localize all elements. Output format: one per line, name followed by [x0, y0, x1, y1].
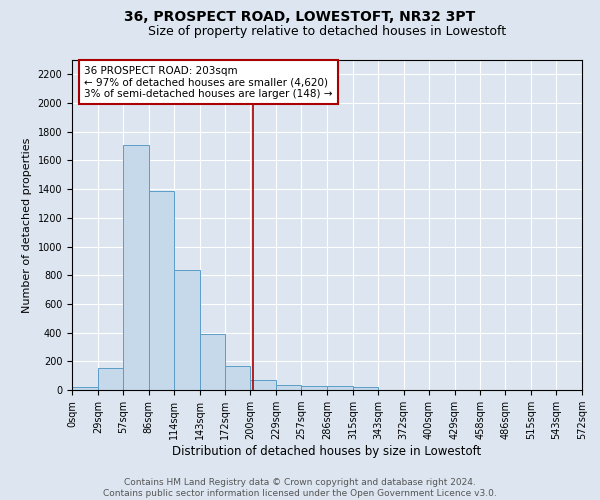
Bar: [353, 387, 378, 390]
Bar: [72, 387, 98, 390]
X-axis label: Distribution of detached houses by size in Lowestoft: Distribution of detached houses by size …: [172, 445, 482, 458]
Bar: [226, 366, 250, 390]
Bar: [173, 270, 199, 390]
Bar: [199, 334, 226, 390]
Title: Size of property relative to detached houses in Lowestoft: Size of property relative to detached ho…: [148, 25, 506, 38]
Bar: [301, 386, 327, 390]
Text: 36 PROSPECT ROAD: 203sqm
← 97% of detached houses are smaller (4,620)
3% of semi: 36 PROSPECT ROAD: 203sqm ← 97% of detach…: [85, 66, 333, 99]
Bar: [276, 385, 301, 390]
Bar: [327, 386, 353, 390]
Bar: [250, 380, 276, 390]
Bar: [123, 144, 149, 390]
Bar: [98, 368, 123, 390]
Y-axis label: Number of detached properties: Number of detached properties: [22, 138, 32, 312]
Text: Contains HM Land Registry data © Crown copyright and database right 2024.
Contai: Contains HM Land Registry data © Crown c…: [103, 478, 497, 498]
Text: 36, PROSPECT ROAD, LOWESTOFT, NR32 3PT: 36, PROSPECT ROAD, LOWESTOFT, NR32 3PT: [124, 10, 476, 24]
Bar: [149, 190, 173, 390]
